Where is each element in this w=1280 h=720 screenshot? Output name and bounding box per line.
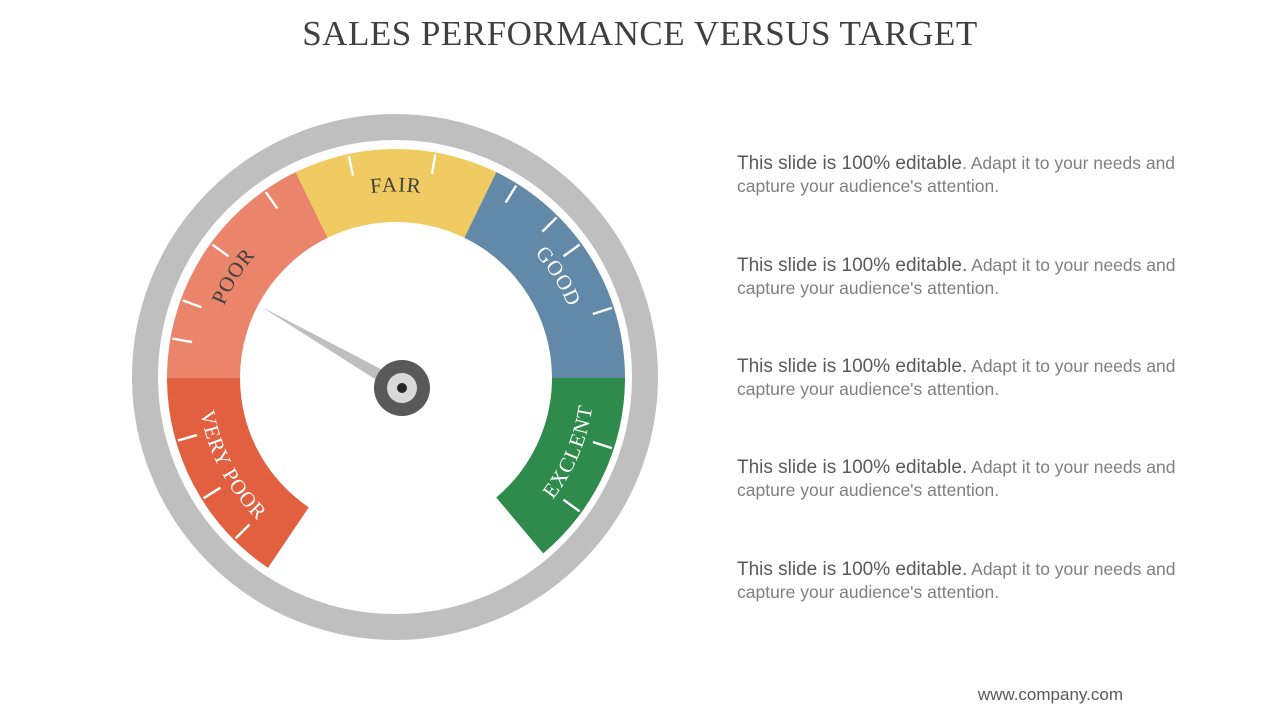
gauge-tick bbox=[562, 498, 581, 513]
note-body: Adapt it to your needs and capture your … bbox=[737, 559, 1176, 602]
slide-title: SALES PERFORMANCE VERSUS TARGET bbox=[302, 14, 978, 53]
gauge-tick bbox=[211, 243, 230, 258]
note-body: Adapt it to your needs and capture your … bbox=[737, 457, 1176, 500]
note-body: Adapt it to your needs and capture your … bbox=[737, 356, 1176, 399]
gauge-segment-very-poor bbox=[167, 378, 309, 568]
gauge-tick bbox=[202, 486, 222, 500]
gauge-segment-poor bbox=[167, 172, 328, 378]
gauge-tick bbox=[347, 155, 355, 176]
gauge-tick bbox=[562, 243, 581, 258]
gauge-tick bbox=[541, 216, 558, 233]
gauge-tick bbox=[234, 523, 251, 540]
gauge-tick bbox=[264, 191, 279, 210]
note-4: This slide is 100% editable. Adapt it to… bbox=[737, 456, 1207, 502]
note-body: . Adapt it to your needs and capture you… bbox=[737, 153, 1176, 196]
gauge-tick bbox=[182, 299, 202, 309]
gauge-tick bbox=[172, 337, 193, 344]
gauge-segment-good bbox=[464, 172, 625, 378]
note-lead: This slide is 100% editable. bbox=[737, 559, 968, 580]
footer-url: www.company.com bbox=[977, 685, 1123, 704]
gauge-segment-fair bbox=[295, 149, 497, 238]
gauge-tick bbox=[592, 306, 613, 316]
gauge-tick bbox=[177, 433, 198, 442]
gauge-segment-exclent bbox=[496, 378, 625, 554]
note-3: This slide is 100% editable. Adapt it to… bbox=[737, 355, 1207, 401]
note-lead: This slide is 100% editable. bbox=[737, 457, 968, 478]
note-1: This slide is 100% editable. Adapt it to… bbox=[737, 152, 1207, 198]
gauge-label-fair: FAIR bbox=[369, 172, 423, 198]
note-body: Adapt it to your needs and capture your … bbox=[737, 255, 1176, 298]
note-5: This slide is 100% editable. Adapt it to… bbox=[737, 558, 1207, 604]
gauge-tick bbox=[504, 184, 518, 204]
gauge-outer-ring bbox=[132, 114, 658, 640]
note-2: This slide is 100% editable. Adapt it to… bbox=[737, 254, 1207, 300]
gauge-needle bbox=[260, 306, 406, 395]
gauge-tick bbox=[430, 154, 437, 175]
note-lead: This slide is 100% editable. bbox=[737, 356, 968, 377]
gauge-tick bbox=[592, 440, 613, 450]
gauge-hub-pin bbox=[397, 383, 407, 393]
note-lead: This slide is 100% editable. bbox=[737, 255, 968, 276]
note-lead: This slide is 100% editable bbox=[737, 153, 962, 174]
